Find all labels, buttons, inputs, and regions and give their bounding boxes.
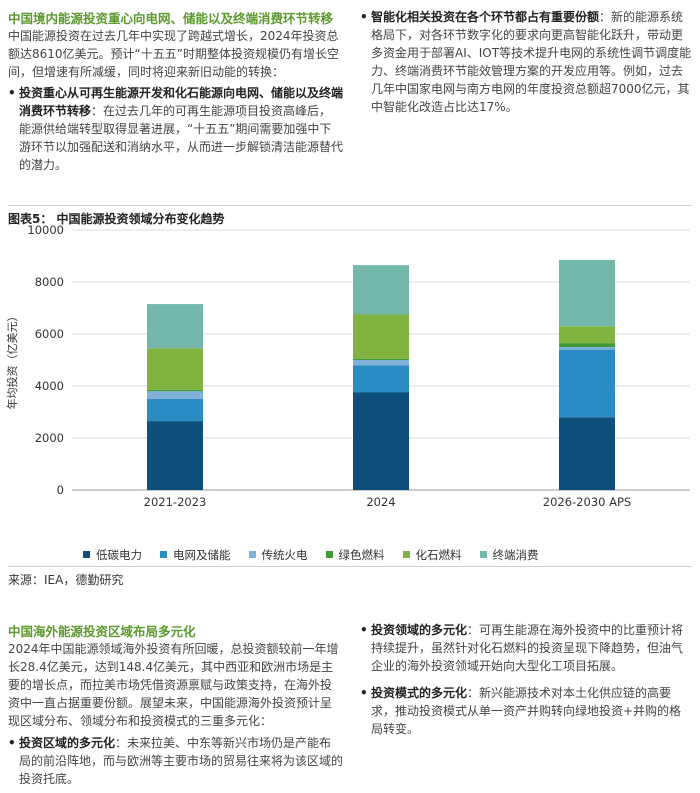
bullet-dot-icon: • [360,686,368,700]
chart-bars [147,259,615,490]
legend-swatch [83,551,90,558]
bar-segment [147,348,203,390]
y-tick-label: 8000 [35,275,64,289]
bar-segment [353,265,409,315]
y-tick-label: 4000 [35,379,64,393]
legend-item: 化石燃料 [402,547,462,563]
bar-segment [353,314,409,359]
legend-label: 电网及储能 [173,547,231,562]
bar-segment [559,349,615,418]
bullet-dot-icon: • [360,623,368,637]
bullet-bold-text: 投资领域的多元化 [371,623,468,637]
bar-segment [559,347,615,350]
bar-segment [353,360,409,366]
legend-item: 绿色燃料 [325,547,385,563]
x-axis-tick-labels: 2021-2023 2024 2026-2030 APS [144,495,632,509]
section-heading-overseas: 中国海外能源投资区域布局多元化 [8,624,196,639]
bar-segment [559,259,615,327]
bullet-body-text: ：新兴能源技术对本土化供应链的高要求，推动投资模式从单一资产并购转向绿地投资+并… [371,686,682,736]
bullet-body-text: ：可再生能源在海外投资中的比重预计将持续提升，虽然针对化石燃料的投资呈现下降趋势… [371,623,684,673]
legend-item: 低碳电力 [83,547,142,563]
bar-segment [147,304,203,349]
bullet-body-text: ：未来拉美、中东等新兴市场仍是产能布局的前沿阵地，而与欧洲等主要市场的贸易往来将… [19,736,344,786]
stacked-bar-chart: 0 2000 4000 6000 8000 10000 年均投资（亿美元） 2021-20… [5,223,690,509]
bullet-dot-icon: • [8,736,16,750]
bar-segment [353,365,409,393]
bullet-bold-text: 投资重心从可再生能源开发和化石能源向电网、储能以及终端消费环节转移 [19,86,344,118]
bar-segment [559,417,615,490]
legend-swatch [402,551,410,558]
bar-segment [353,392,409,490]
bullet-dot-icon: • [360,10,368,24]
legend-label: 传统火电 [261,547,308,562]
overseas-bullet-mode: • 投资模式的多元化：新兴能源技术对本土化供应链的高要求，推动投资模式从单一资产… [360,684,693,738]
legend-item: 终端消费 [479,547,539,563]
y-tick-label: 10000 [27,223,64,237]
y-axis-label: 年均投资（亿美元） [5,311,19,410]
legend-label: 绿色燃料 [338,547,385,562]
legend-label: 低碳电力 [96,547,142,562]
bar-segment [147,399,203,422]
chart-legend: 低碳电力 电网及储能 传统火电 绿色燃料 化石燃料 终端消费 [83,543,693,563]
y-tick-label: 2000 [35,431,64,445]
legend-item: 电网及储能 [160,547,231,563]
figure-title: 图表5： 中国能源投资领域分布变化趋势 [8,212,225,226]
overseas-intro-paragraph: 2024年中国能源领域海外投资有所回暖，总投资额较前一年增长28.4亿美元，达到… [8,642,339,728]
x-tick-label: 2026-2030 APS [543,495,631,509]
bullet-body-text: ：在过去几年的可再生能源项目投资高峰后，能源供给端转型取得显著进展，“十五五”期… [19,104,344,172]
bar-segment [147,421,203,490]
bar-segment [559,343,615,347]
bullet-body-text: ：新的能源系统格局下，对各环节数字化的要求向更高智能化跃升，带动更多资金用于部署… [371,10,692,114]
legend-item: 传统火电 [248,547,308,563]
section-heading-domestic: 中国境内能源投资重心向电网、储能以及终端消费环节转移 [8,11,334,26]
figure-bottom-divider [8,566,692,567]
x-tick-label: 2024 [366,495,395,509]
legend-swatch [160,551,167,558]
overseas-bullet-region: • 投资区域的多元化：未来拉美、中东等新兴市场仍是产能布局的前沿阵地，而与欧洲等… [8,734,343,788]
legend-label: 终端消费 [492,547,539,562]
bar-segment [353,358,409,360]
figure-top-divider [8,205,692,206]
domestic-bullet-1: • 投资重心从可再生能源开发和化石能源向电网、储能以及终端消费环节转移：在过去几… [8,84,343,174]
y-tick-label: 0 [57,483,64,497]
legend-swatch [325,551,333,558]
bar-segment [147,391,203,399]
domestic-intro-paragraph: 中国能源投资在过去几年中实现了跨越式增长，2024年投资总额达8610亿美元。预… [8,29,339,79]
bar-segment [147,389,203,392]
overseas-bullet-field: • 投资领域的多元化：可再生能源在海外投资中的比重预计将持续提升，虽然针对化石燃… [360,621,693,675]
bullet-bold-text: 智能化相关投资在各个环节都占有重要份额 [371,10,600,24]
legend-swatch [479,551,487,558]
bullet-dot-icon: • [8,86,16,100]
bullet-bold-text: 投资模式的多元化 [371,686,468,700]
figure-source: 来源：IEA，德勤研究 [8,573,124,587]
bullet-bold-text: 投资区域的多元化 [19,736,116,750]
y-tick-label: 6000 [35,327,64,341]
x-tick-label: 2021-2023 [144,495,207,509]
legend-swatch [248,551,256,558]
smart-investment-bullet: • 智能化相关投资在各个环节都占有重要份额：新的能源系统格局下，对各环节数字化的… [360,8,693,116]
y-axis-tick-labels: 0 2000 4000 6000 8000 10000 [27,223,64,497]
legend-label: 化石燃料 [415,547,462,562]
bar-segment [559,326,615,344]
